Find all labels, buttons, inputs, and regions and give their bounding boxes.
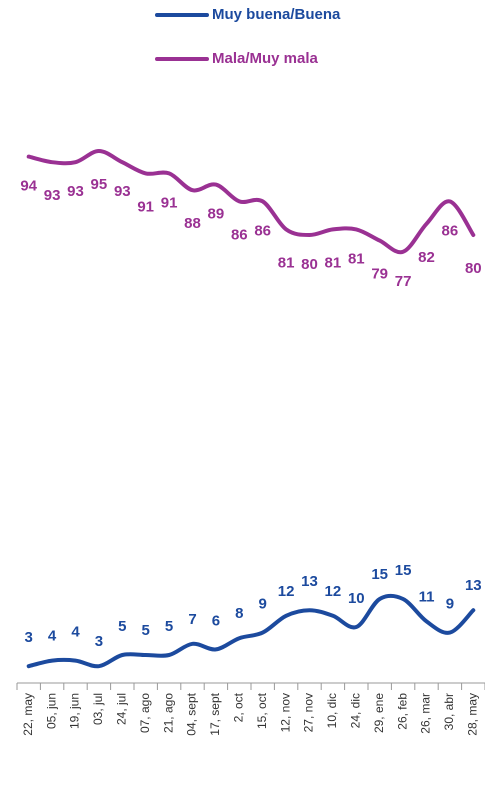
x-tick-label: 24, dic xyxy=(348,693,362,728)
data-label: 89 xyxy=(208,206,225,223)
x-tick-label: 30, abr xyxy=(442,693,456,730)
data-label: 3 xyxy=(95,633,103,650)
legend-label: Mala/Muy mala xyxy=(212,50,319,67)
data-label: 77 xyxy=(395,273,412,290)
data-label: 80 xyxy=(301,256,318,273)
data-label: 15 xyxy=(395,562,412,579)
data-label: 93 xyxy=(114,183,131,200)
data-label: 12 xyxy=(325,583,342,600)
data-label: 13 xyxy=(465,577,482,594)
data-label: 88 xyxy=(184,215,201,232)
data-label: 9 xyxy=(259,596,267,613)
x-tick-label: 15, oct xyxy=(255,692,269,729)
x-tick-label: 29, ene xyxy=(372,693,386,733)
data-label: 86 xyxy=(442,222,459,239)
x-tick-label: 22, may xyxy=(21,693,35,736)
x-tick-label: 19, jun xyxy=(68,693,82,729)
data-label: 7 xyxy=(188,611,196,628)
data-label: 91 xyxy=(161,194,178,211)
legend-label: Muy buena/Buena xyxy=(212,6,341,23)
data-label: 93 xyxy=(44,187,61,204)
data-label: 4 xyxy=(48,628,57,645)
data-label: 86 xyxy=(231,226,248,243)
data-label: 5 xyxy=(142,622,150,639)
data-label: 94 xyxy=(20,178,37,195)
data-label: 95 xyxy=(91,176,108,193)
data-label: 6 xyxy=(212,612,220,629)
x-tick-label: 26, mar xyxy=(419,693,433,734)
x-tick-label: 07, ago xyxy=(138,693,152,733)
data-label: 93 xyxy=(67,183,84,200)
x-tick-label: 28, may xyxy=(465,693,479,736)
data-label: 12 xyxy=(278,583,295,600)
data-label: 91 xyxy=(137,198,154,215)
x-tick-label: 04, sept xyxy=(185,692,199,735)
data-label: 81 xyxy=(278,254,295,271)
data-label: 10 xyxy=(348,590,365,607)
x-tick-label: 24, jul xyxy=(114,693,128,725)
data-label: 15 xyxy=(371,566,388,583)
data-label: 4 xyxy=(71,624,80,641)
series-line xyxy=(26,593,476,669)
x-tick-label: 03, jul xyxy=(91,693,105,725)
x-tick-label: 17, sept xyxy=(208,692,222,735)
data-label: 5 xyxy=(165,618,173,635)
data-label: 86 xyxy=(254,222,271,239)
data-label: 13 xyxy=(301,573,318,590)
data-label: 80 xyxy=(465,260,482,277)
data-label: 9 xyxy=(446,596,454,613)
series-line xyxy=(26,148,476,255)
x-tick-label: 26, feb xyxy=(395,693,409,730)
data-label: 82 xyxy=(418,249,435,266)
x-tick-label: 05, jun xyxy=(44,693,58,729)
x-tick-label: 12, nov xyxy=(278,693,292,732)
data-label: 79 xyxy=(371,266,388,283)
x-tick-label: 21, ago xyxy=(161,693,175,733)
x-tick-label: 10, dic xyxy=(325,693,339,728)
data-label: 5 xyxy=(118,618,126,635)
data-label: 8 xyxy=(235,605,243,622)
x-tick-label: 2, oct xyxy=(231,692,245,722)
x-tick-label: 27, nov xyxy=(302,693,316,732)
data-label: 81 xyxy=(348,250,365,267)
data-label: 11 xyxy=(419,588,435,605)
data-label: 81 xyxy=(325,254,342,271)
data-label: 3 xyxy=(25,629,33,646)
